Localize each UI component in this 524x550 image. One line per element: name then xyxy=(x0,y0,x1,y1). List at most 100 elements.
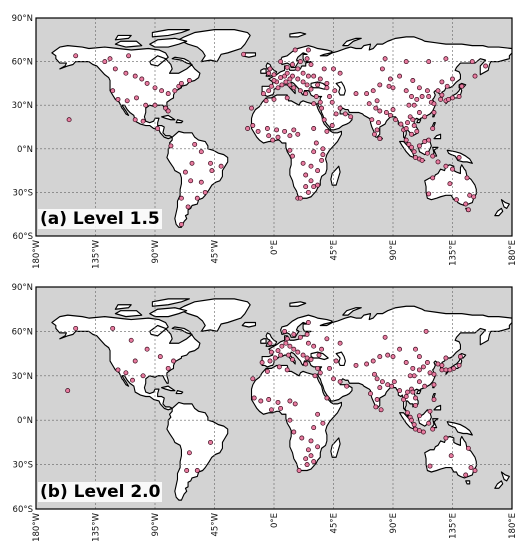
site-marker xyxy=(439,79,445,85)
site-marker xyxy=(409,94,414,99)
site-marker xyxy=(303,361,309,367)
aeronet-sites xyxy=(65,320,478,478)
lon-tick-label: 180°E xyxy=(508,240,518,266)
site-marker xyxy=(374,98,380,104)
site-marker xyxy=(308,86,314,92)
site-marker xyxy=(324,395,330,401)
site-marker xyxy=(124,98,130,104)
site-marker xyxy=(295,66,301,72)
site-marker xyxy=(178,221,184,227)
site-marker xyxy=(311,101,317,107)
site-marker xyxy=(152,102,158,108)
site-marker xyxy=(430,153,436,159)
site-marker xyxy=(284,95,290,101)
site-marker xyxy=(258,398,264,404)
site-marker xyxy=(271,96,277,102)
site-marker xyxy=(266,88,272,94)
site-marker xyxy=(144,346,150,352)
lat-tick-label: 60°S xyxy=(13,505,33,515)
site-marker xyxy=(431,382,437,388)
site-marker xyxy=(304,56,310,62)
site-marker xyxy=(450,166,455,172)
site-marker xyxy=(450,95,455,101)
site-marker xyxy=(286,352,291,358)
site-marker xyxy=(126,53,132,59)
site-marker xyxy=(416,85,422,91)
site-marker xyxy=(311,459,317,465)
site-marker xyxy=(319,157,325,163)
site-marker xyxy=(139,76,145,82)
site-marker xyxy=(115,367,121,373)
site-marker xyxy=(291,346,297,352)
lon-tick-label: 45°E xyxy=(330,513,340,533)
lat-tick-label: 60°N xyxy=(12,327,33,337)
lon-tick-label: 180°E xyxy=(508,513,518,539)
site-marker xyxy=(364,361,370,367)
site-marker xyxy=(379,66,385,72)
site-marker xyxy=(370,358,376,364)
lat-tick-label: 30°S xyxy=(13,461,33,471)
site-marker xyxy=(123,370,129,376)
site-marker xyxy=(373,404,379,410)
site-marker xyxy=(382,334,388,340)
site-marker xyxy=(409,131,414,137)
site-marker xyxy=(317,370,323,376)
site-marker xyxy=(416,354,422,360)
site-marker xyxy=(416,367,422,373)
site-marker xyxy=(159,88,165,94)
site-marker xyxy=(430,175,436,181)
site-marker xyxy=(308,438,314,444)
site-marker xyxy=(424,88,430,94)
site-marker xyxy=(463,201,469,207)
lon-tick-label: 90°W xyxy=(151,239,161,263)
site-marker xyxy=(304,331,310,337)
site-marker xyxy=(123,70,129,76)
site-marker xyxy=(348,114,354,120)
site-marker xyxy=(107,56,113,62)
site-marker xyxy=(376,120,381,126)
site-marker xyxy=(112,66,118,72)
site-marker xyxy=(426,59,432,65)
site-marker xyxy=(66,117,72,123)
site-marker xyxy=(435,88,441,94)
site-marker xyxy=(287,147,293,153)
site-marker xyxy=(290,153,295,159)
site-marker xyxy=(282,128,288,134)
site-marker xyxy=(152,85,158,91)
site-marker xyxy=(426,137,432,143)
site-marker xyxy=(208,160,213,166)
site-marker xyxy=(407,373,413,379)
site-marker xyxy=(291,127,297,133)
site-marker xyxy=(405,120,410,126)
site-marker xyxy=(250,376,256,382)
site-marker xyxy=(431,101,437,107)
lon-tick-label: 0°E xyxy=(270,513,280,528)
lon-tick-label: 135°E xyxy=(449,513,459,539)
site-marker xyxy=(483,63,489,69)
site-marker xyxy=(165,365,171,371)
site-marker xyxy=(385,352,391,358)
site-marker xyxy=(390,85,396,91)
site-marker xyxy=(331,66,336,72)
site-marker xyxy=(272,355,278,361)
map-frame xyxy=(35,286,513,510)
site-marker xyxy=(274,127,280,133)
site-marker xyxy=(132,73,138,79)
site-marker xyxy=(467,192,473,198)
site-marker xyxy=(264,368,270,374)
site-marker xyxy=(172,88,178,94)
site-marker xyxy=(405,389,410,395)
site-marker xyxy=(275,348,281,354)
site-marker xyxy=(387,76,393,82)
site-marker xyxy=(439,362,445,368)
site-marker xyxy=(297,88,303,94)
site-marker xyxy=(446,96,451,102)
site-marker xyxy=(419,157,425,163)
site-marker xyxy=(342,111,348,117)
lat-tick-label: 0°N xyxy=(17,416,33,426)
site-marker xyxy=(245,126,251,131)
site-marker xyxy=(331,376,336,382)
site-marker xyxy=(73,325,79,331)
site-marker xyxy=(250,123,256,128)
lat-tick-label: 30°N xyxy=(12,372,33,382)
